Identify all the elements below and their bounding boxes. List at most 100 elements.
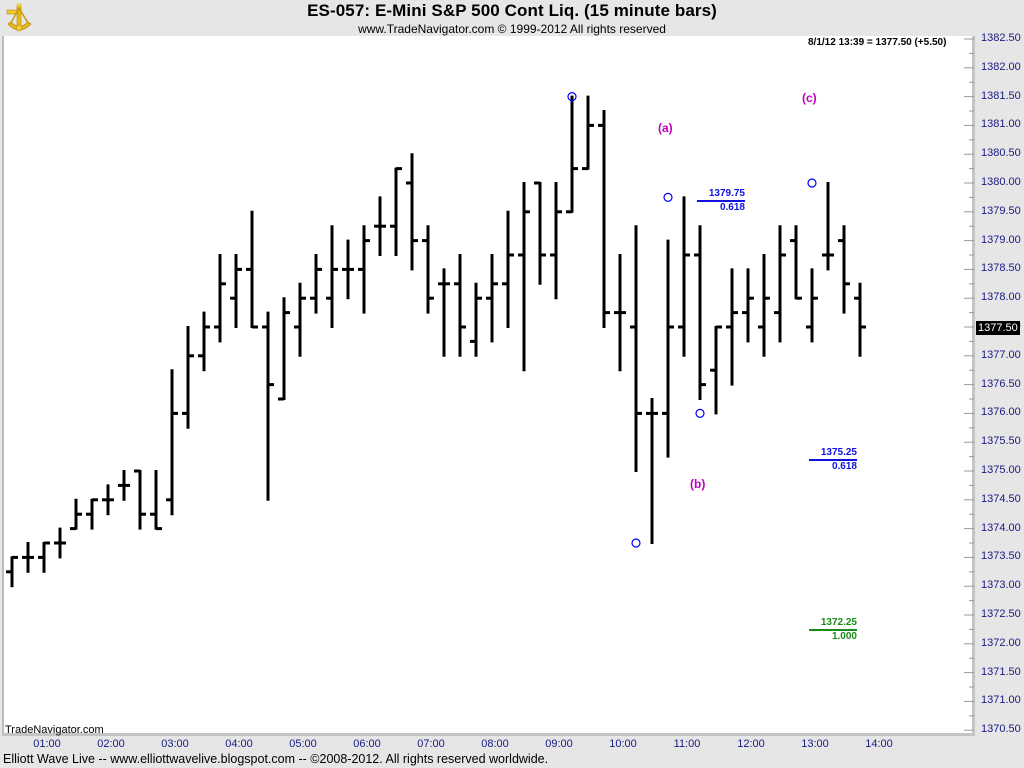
price-tick-label: 1381.50 — [981, 89, 1021, 102]
fib-target: 1379.75 0.618 — [697, 188, 745, 213]
ohlc-bar — [230, 254, 242, 328]
price-tick-label: 1381.00 — [981, 118, 1021, 131]
ohlc-bar — [550, 182, 562, 300]
ohlc-bar — [246, 210, 258, 329]
price-tick-label: 1372.00 — [981, 636, 1021, 649]
pivot-circle-icon — [631, 538, 641, 548]
ohlc-bar — [70, 498, 82, 531]
ohlc-bar — [678, 196, 690, 357]
ohlc-bar — [22, 542, 34, 573]
ohlc-bar — [326, 225, 338, 328]
price-tick-label: 1371.00 — [981, 694, 1021, 707]
ohlc-bar — [694, 225, 706, 400]
ohlc-bar — [806, 268, 818, 343]
ohlc-bar — [214, 254, 226, 343]
ohlc-bar — [534, 181, 546, 285]
ohlc-bar — [646, 398, 658, 544]
watermark: TradeNavigator.com — [5, 724, 104, 736]
ohlc-bar — [390, 167, 402, 256]
fib-ratio: 0.618 — [831, 461, 857, 472]
ohlc-bar — [342, 239, 354, 300]
ohlc-bar — [662, 239, 674, 458]
chart-subtitle: www.TradeNavigator.com © 1999-2012 All r… — [358, 22, 666, 36]
ohlc-bar — [854, 282, 866, 357]
price-tick-label: 1370.50 — [981, 723, 1021, 736]
time-tick-label: 01:00 — [33, 738, 61, 750]
fib-level: 1379.75 — [697, 188, 745, 202]
ohlc-bar — [374, 196, 386, 256]
ohlc-bar — [758, 254, 770, 357]
time-tick-label: 07:00 — [417, 738, 445, 750]
fib-target: 1375.25 0.618 — [809, 447, 857, 472]
ohlc-bar — [486, 254, 498, 343]
pivot-circle-icon — [695, 408, 705, 418]
price-tick-label: 1375.00 — [981, 464, 1021, 476]
fib-level: 1375.25 — [809, 447, 857, 461]
ohlc-bar — [166, 369, 178, 516]
time-tick-label: 05:00 — [289, 738, 317, 750]
ohlc-bar — [278, 297, 290, 401]
price-tick-label: 1371.50 — [981, 665, 1021, 678]
ohlc-bar — [790, 225, 802, 300]
ohlc-bar — [726, 268, 738, 386]
ohlc-bar — [470, 282, 482, 357]
time-tick-label: 03:00 — [161, 738, 189, 750]
time-tick-label: 11:00 — [673, 738, 701, 750]
price-tick-label: 1373.00 — [981, 579, 1021, 592]
fib-ratio: 0.618 — [719, 202, 745, 213]
ohlc-bar — [54, 527, 66, 559]
ohlc-bar — [294, 282, 306, 357]
fib-target: 1372.25 1.000 — [809, 617, 857, 642]
ohlc-bar — [406, 153, 418, 271]
plot-area[interactable] — [2, 36, 975, 736]
ohlc-bar — [38, 541, 50, 573]
price-tick-label: 1372.50 — [981, 608, 1021, 620]
price-tick-label: 1377.00 — [981, 348, 1021, 361]
ohlc-bar — [358, 225, 370, 314]
price-tick-label: 1378.50 — [981, 262, 1021, 275]
ohlc-bar — [710, 325, 722, 415]
price-tick-label: 1374.50 — [981, 492, 1021, 505]
fib-level: 1372.25 — [809, 617, 857, 631]
ohlc-bar — [150, 470, 162, 531]
last-quote: 8/1/12 13:39 = 1377.50 (+5.50) — [808, 37, 947, 48]
time-tick-label: 13:00 — [801, 738, 829, 750]
ohlc-bar — [502, 210, 514, 328]
ohlc-bar — [102, 484, 114, 516]
fib-ratio: 1.000 — [831, 631, 857, 642]
current-price-flag: 1377.50 — [976, 321, 1020, 335]
time-tick-label: 08:00 — [481, 738, 509, 750]
ohlc-bar — [6, 555, 18, 588]
price-tick-label: 1373.50 — [981, 550, 1021, 563]
ohlc-bar — [582, 95, 594, 171]
time-tick-label: 10:00 — [609, 738, 637, 750]
ohlc-bar — [742, 268, 754, 343]
ohlc-bar — [566, 95, 578, 214]
ohlc-bar — [822, 182, 834, 271]
price-tick-label: 1376.50 — [981, 377, 1021, 390]
wave-label: (c) — [802, 91, 817, 105]
ohlc-bar — [262, 311, 274, 501]
wave-label: (b) — [690, 477, 706, 491]
chart-title: ES-057: E-Mini S&P 500 Cont Liq. (15 min… — [307, 1, 717, 20]
ohlc-bar — [630, 225, 642, 472]
ohlc-bar — [86, 498, 98, 530]
wave-label: (a) — [658, 121, 673, 135]
ohlc-bar — [518, 182, 530, 372]
time-tick-label: 06:00 — [353, 738, 381, 750]
pivot-circle-icon — [567, 91, 577, 102]
price-tick-label: 1379.50 — [981, 204, 1021, 217]
price-tick-label: 1376.00 — [981, 406, 1021, 419]
price-tick-label: 1380.50 — [981, 147, 1021, 160]
price-tick-label: 1382.00 — [981, 60, 1021, 73]
footer-copyright: Elliott Wave Live -- www.elliottwavelive… — [3, 752, 549, 766]
price-tick-label: 1378.00 — [981, 291, 1021, 304]
ohlc-bar — [182, 326, 194, 429]
time-tick-label: 02:00 — [97, 738, 125, 750]
ohlc-bar — [118, 470, 130, 501]
ohlc-bar — [838, 225, 850, 314]
time-tick-label: 09:00 — [545, 738, 573, 750]
ohlc-bars — [6, 38, 974, 731]
sextant-logo-icon — [6, 3, 32, 32]
ohlc-bar — [198, 311, 210, 372]
